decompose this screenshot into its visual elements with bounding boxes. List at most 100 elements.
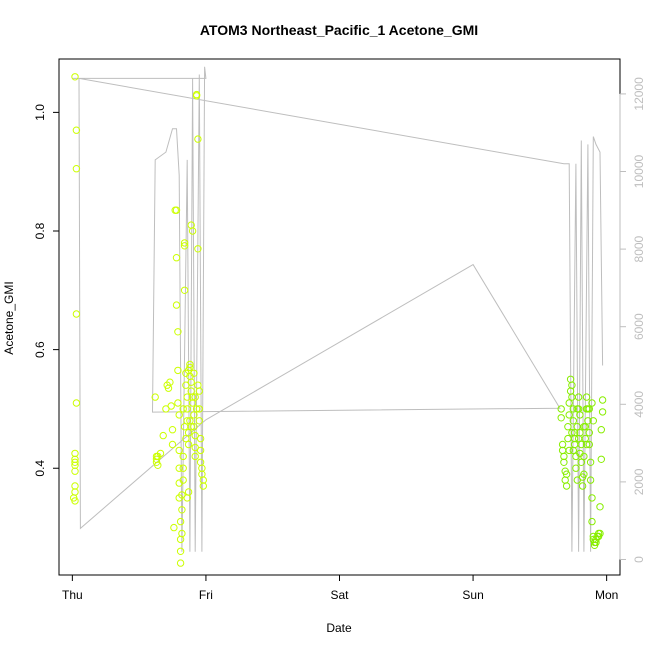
data-point [188,399,197,407]
data-point [196,446,205,455]
data-point [176,535,185,544]
data-point [183,417,191,425]
x-tick-label: Thu [62,588,83,602]
data-point [569,405,577,413]
data-point [71,467,79,475]
data-point [186,360,194,369]
data-point [71,73,79,81]
data-point [182,434,190,443]
data-point [586,476,595,484]
data-point [557,405,565,413]
x-tick-label: Fri [199,588,213,602]
data-point [154,461,162,469]
data-point [194,135,202,143]
data-point [568,381,576,389]
data-point [568,393,576,401]
y-tick-label: 0.4 [33,460,47,477]
data-point [192,92,201,100]
data-point [586,458,595,466]
data-point [72,165,81,173]
data-point [584,417,592,425]
data-point [598,396,607,404]
data-point [184,440,193,449]
data-point [179,405,187,413]
data-point [151,393,159,401]
data-point [588,399,596,407]
y2-tick-label: 8000 [632,235,646,262]
data-point [186,363,194,372]
data-point [180,423,189,431]
data-points-layer [70,73,607,567]
data-point [187,423,195,431]
data-point [180,239,189,247]
data-point [174,399,182,407]
data-point [188,227,197,235]
data-point [180,242,189,250]
series-1 [557,375,607,549]
data-point [176,547,185,555]
data-point [560,458,568,466]
data-point [569,446,577,455]
x-tick-label: Mon [595,588,618,602]
data-point [191,393,199,401]
data-point [562,470,571,478]
y-tick-label: 0.8 [33,222,47,239]
data-point [585,405,593,413]
data-point [179,452,187,461]
data-point [192,405,201,413]
y-tick-label: 1.0 [33,104,47,121]
data-point [167,402,175,410]
data-point [174,366,182,375]
y-axis-label: Acetone_GMI [2,281,16,354]
y-axis: 0.4 0.6 0.8 1.0 [33,104,60,477]
data-point [190,423,198,431]
data-point [576,411,584,419]
data-point [175,411,183,419]
data-point [72,399,81,407]
y-tick-label: 0.6 [33,341,47,358]
data-point [568,429,576,437]
data-point [184,488,193,496]
data-point [577,440,585,449]
x-tick-label: Sun [462,588,483,602]
data-point [166,378,174,386]
data-point [172,301,181,309]
data-point [596,529,604,538]
altitude-line [72,66,604,552]
data-point [582,440,591,449]
data-point [176,559,185,567]
data-point [195,387,204,395]
y2-tick-label: 0 [632,556,646,563]
data-point [183,405,191,413]
data-point [195,417,204,425]
data-point [194,245,202,253]
data-point [574,393,583,401]
data-point [588,517,596,526]
data-point [187,378,195,386]
y2-tick-label: 4000 [632,391,646,418]
chart-title: ATOM3 Northeast_Pacific_1 Acetone_GMI [200,22,478,38]
data-point [72,310,81,318]
data-point [190,369,198,377]
data-point [71,488,79,496]
data-point [179,464,187,472]
data-point [168,440,177,449]
data-point [183,393,191,401]
data-point [570,434,579,443]
data-point [175,464,183,472]
x-tick-label: Sat [330,588,349,602]
data-point [576,449,584,458]
data-point [564,423,572,431]
data-point [561,476,569,484]
data-point [580,423,588,431]
data-point [190,411,198,419]
data-point [598,408,607,416]
x-axis-label: Date [326,621,352,635]
data-point [562,482,571,490]
data-point [159,431,167,440]
data-point [168,426,177,434]
x-axis: Thu Fri Sat Sun Mon [62,574,618,602]
data-point [569,417,577,425]
data-point [597,455,605,463]
